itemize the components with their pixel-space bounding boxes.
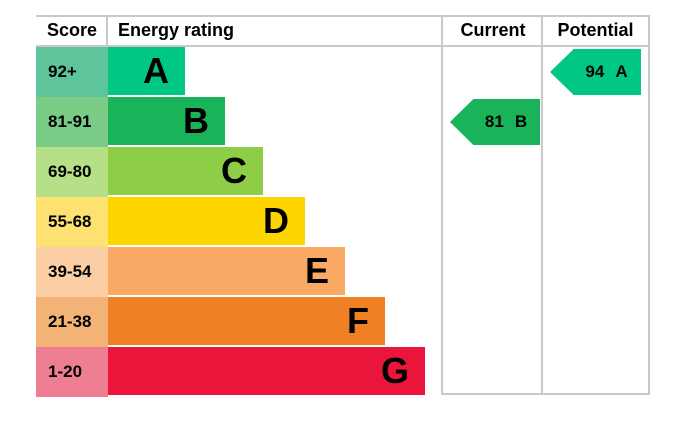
divider-rating-current bbox=[441, 17, 443, 395]
band-letter-b: B bbox=[183, 100, 209, 141]
bottom-rule bbox=[441, 393, 648, 395]
divider-score-rating bbox=[106, 17, 108, 47]
divider-current-potential bbox=[541, 17, 543, 395]
band-row-b: 81-91 B bbox=[36, 97, 648, 147]
band-bar-d: D bbox=[108, 197, 305, 245]
current-rating-band: B bbox=[514, 112, 528, 131]
band-bar-g: G bbox=[108, 347, 425, 395]
band-letter-f: F bbox=[347, 300, 369, 341]
band-bar-e: E bbox=[108, 247, 345, 295]
col-header-potential: Potential bbox=[557, 20, 634, 40]
band-score-range-f: 21-38 bbox=[36, 297, 108, 347]
band-bar-a: A bbox=[108, 47, 185, 95]
band-row-g: 1-20 G bbox=[36, 347, 648, 397]
col-header-score: Score bbox=[46, 20, 98, 40]
col-header-energy-rating: Energy rating bbox=[118, 20, 235, 40]
potential-rating-value: 94 bbox=[585, 62, 605, 81]
epc-table: Score Energy rating Current Potential 92… bbox=[36, 15, 650, 397]
band-row-f: 21-38 F bbox=[36, 297, 648, 347]
col-header-current: Current bbox=[460, 20, 526, 40]
band-score-range-d: 55-68 bbox=[36, 197, 108, 247]
band-score-range-a: 92+ bbox=[36, 47, 108, 97]
band-score-range-c: 69-80 bbox=[36, 147, 108, 197]
band-letter-c: C bbox=[221, 150, 247, 191]
band-letter-a: A bbox=[143, 50, 169, 91]
band-letter-d: D bbox=[263, 200, 289, 241]
band-row-d: 55-68 D bbox=[36, 197, 648, 247]
band-bar-c: C bbox=[108, 147, 263, 195]
band-bar-b: B bbox=[108, 97, 225, 145]
band-score-range-b: 81-91 bbox=[36, 97, 108, 147]
band-bar-f: F bbox=[108, 297, 385, 345]
header-row: Score Energy rating Current Potential bbox=[36, 17, 648, 47]
current-rating-value: 81 bbox=[484, 112, 504, 131]
band-row-a: 92+ A bbox=[36, 47, 648, 97]
band-score-range-e: 39-54 bbox=[36, 247, 108, 297]
band-letter-g: G bbox=[380, 350, 409, 391]
band-letter-e: E bbox=[304, 250, 329, 291]
potential-rating-band: A bbox=[615, 62, 628, 81]
band-row-c: 69-80 C bbox=[36, 147, 648, 197]
band-score-range-g: 1-20 bbox=[36, 347, 108, 397]
band-row-e: 39-54 E bbox=[36, 247, 648, 297]
